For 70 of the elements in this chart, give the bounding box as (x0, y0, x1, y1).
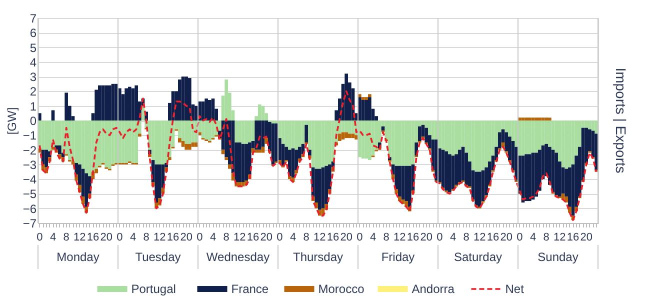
x-tick-label: 20 (340, 232, 352, 244)
x-tick-label: 16 (486, 232, 500, 244)
text: Monday (56, 250, 100, 264)
y-tick-label: −5 (22, 187, 37, 202)
x-tick-label: 4 (530, 232, 536, 244)
x-tick-label: 20 (100, 232, 112, 244)
text: Sunday (538, 250, 578, 264)
x-tick-label: 20 (580, 232, 592, 244)
x-tick-label: 8 (543, 232, 550, 244)
x-tick-label: 4 (50, 232, 56, 244)
x-tick-label: 0 (516, 232, 523, 244)
y2-axis-title: Imports | Exports (613, 68, 629, 174)
x-tick-label: 0 (276, 232, 283, 244)
x-tick-label: 4 (370, 232, 376, 244)
x-tick-label: 8 (463, 232, 470, 244)
x-tick-label: 12 (314, 232, 326, 244)
x-tick-label: 4 (450, 232, 456, 244)
text: Tuesday (135, 250, 181, 264)
x-tick-label: 16 (406, 232, 420, 244)
legend-label: Net (505, 282, 525, 296)
x-tick-label: 8 (63, 232, 70, 244)
x-tick-label: 16 (166, 232, 180, 244)
y-tick-label: −7 (22, 216, 37, 230)
x-tick-label: 0 (436, 232, 443, 244)
y-tick-label: −4 (22, 172, 37, 187)
y-tick-label: 6 (30, 26, 37, 40)
legend-label: Morocco (318, 282, 365, 296)
x-tick-label: 12 (74, 232, 86, 244)
x-tick-label: 0 (356, 232, 363, 244)
x-tick-label: 16 (566, 232, 580, 244)
x-tick-label: 4 (130, 232, 136, 244)
x-tick-label: 20 (260, 232, 272, 244)
x-tick-label: 8 (303, 232, 310, 244)
text: Wednesday (206, 250, 270, 264)
y-tick-label: 4 (30, 55, 37, 70)
x-tick-label: 8 (223, 232, 230, 244)
x-tick-label: 8 (383, 232, 390, 244)
legend-label: France (231, 282, 269, 296)
y-tick-label: −6 (22, 202, 37, 216)
x-tick-label: 20 (180, 232, 192, 244)
y-tick-label: 7 (30, 12, 37, 26)
y-tick-label: −2 (22, 143, 37, 158)
text: Thursday (292, 250, 344, 264)
legend-label: Andorra (412, 282, 455, 296)
x-tick-label: 12 (394, 232, 406, 244)
text: Friday (381, 250, 415, 264)
y-tick-label: 1 (30, 99, 37, 114)
y-tick-label: 0 (30, 114, 37, 128)
x-tick-label: 16 (326, 232, 340, 244)
x-tick-label: 8 (143, 232, 150, 244)
x-tick-label: 12 (154, 232, 166, 244)
x-tick-label: 12 (554, 232, 566, 244)
x-tick-label: 16 (246, 232, 260, 244)
y-tick-label: −1 (22, 128, 37, 143)
x-tick-label: 20 (420, 232, 432, 244)
y-axis-title: [GW] (4, 107, 19, 135)
x-tick-label: 20 (500, 232, 512, 244)
y-tick-label: −3 (22, 158, 37, 172)
text: Saturday (454, 250, 502, 264)
x-tick-label: 12 (474, 232, 486, 244)
x-tick-label: 12 (234, 232, 246, 244)
x-tick-label: 4 (290, 232, 296, 244)
y-tick-label: 2 (30, 84, 37, 99)
x-tick-label: 16 (86, 232, 100, 244)
x-tick-label: 4 (210, 232, 216, 244)
legend-label: Portugal (131, 282, 176, 296)
x-tick-label: 0 (116, 232, 123, 244)
y-tick-label: 3 (30, 70, 37, 84)
y-tick-label: 5 (30, 40, 37, 55)
x-tick-label: 0 (196, 232, 203, 244)
